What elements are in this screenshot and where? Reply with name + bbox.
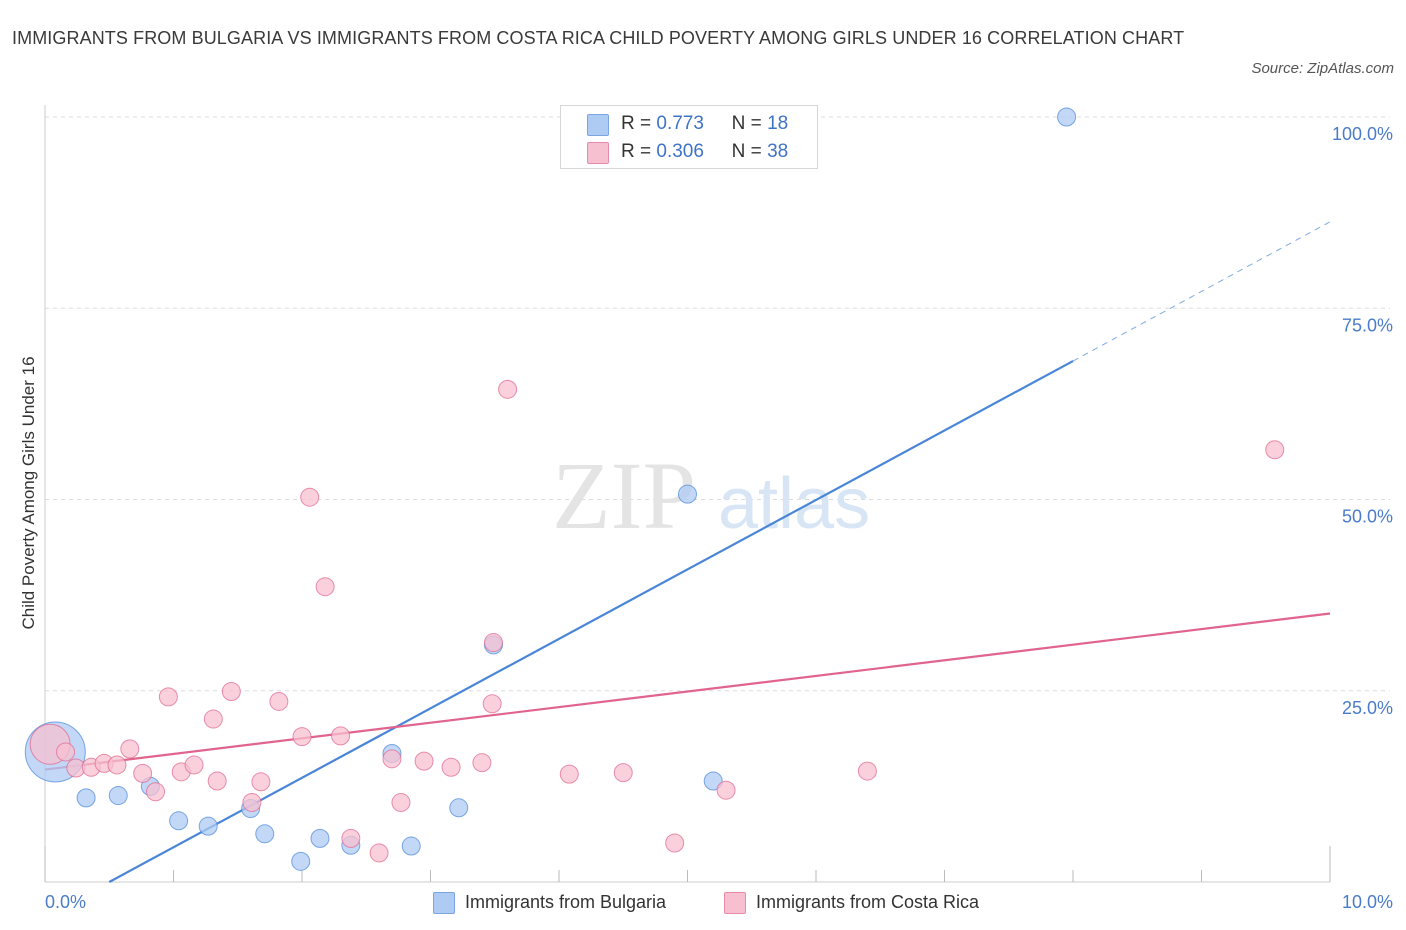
tick-labels: 25.0% 50.0% 75.0% 100.0% 0.0% 10.0%	[45, 124, 1393, 912]
costa-rica-point	[441, 757, 461, 777]
legend-n-value-bulgaria: 18	[767, 113, 789, 134]
watermark-atlas: atlas	[718, 464, 870, 544]
chart-title: IMMIGRANTS FROM BULGARIA VS IMMIGRANTS F…	[12, 28, 1185, 48]
costa-rica-point	[292, 727, 312, 747]
bottom-legend-label-costa-rica: Immigrants from Costa Rica	[756, 892, 980, 912]
costa-rica-point	[207, 771, 227, 791]
legend-n-value-costa-rica: 38	[767, 141, 789, 162]
bulgaria-trend-line	[108, 360, 1074, 883]
costa-rica-point	[56, 742, 76, 762]
costa-rica-point	[483, 633, 503, 653]
costa-rica-point	[382, 749, 402, 769]
costa-rica-point	[146, 782, 166, 802]
y-tick-label: 75.0%	[1342, 315, 1393, 335]
costa-rica-point	[300, 487, 320, 507]
costa-rica-point	[414, 751, 434, 771]
bulgaria-point	[255, 824, 275, 844]
costa-rica-point	[331, 726, 351, 746]
bulgaria-point	[1057, 107, 1077, 127]
y-tick-label: 25.0%	[1342, 698, 1393, 718]
grid-lines	[45, 116, 1390, 692]
costa-rica-point	[107, 755, 127, 775]
y-tick-label: 100.0%	[1332, 124, 1393, 144]
bulgaria-point	[401, 836, 421, 856]
source-label: Source: ZipAtlas.com	[1251, 60, 1394, 77]
costa-rica-point	[472, 753, 492, 773]
bulgaria-point	[703, 771, 723, 791]
bottom-legend-swatch-costa-rica	[724, 892, 746, 914]
costa-rica-point	[341, 828, 361, 848]
costa-rica-point	[665, 833, 685, 853]
costa-rica-point	[559, 764, 579, 784]
y-tick-label: 50.0%	[1342, 507, 1393, 527]
bulgaria-point	[198, 816, 218, 836]
legend-swatch-bulgaria	[587, 114, 609, 136]
legend-swatch-costa-rica	[587, 142, 609, 164]
data-points	[24, 107, 1285, 871]
costa-rica-point	[315, 577, 335, 597]
bulgaria-point	[108, 786, 128, 806]
legend-r-label: R =	[621, 113, 652, 134]
costa-rica-point	[613, 763, 633, 783]
costa-rica-point	[857, 761, 877, 781]
bottom-legend-swatch-bulgaria	[433, 892, 455, 914]
y-axis-label: Child Poverty Among Girls Under 16	[19, 356, 38, 629]
bulgaria-point	[678, 484, 697, 504]
trend-lines	[44, 221, 1331, 883]
watermark: ZIP atlas	[552, 442, 870, 549]
bulgaria-point	[449, 798, 469, 818]
bottom-legend-label-bulgaria: Immigrants from Bulgaria	[465, 892, 667, 912]
costa-rica-point	[133, 763, 153, 783]
bulgaria-point	[310, 828, 330, 848]
costa-rica-point	[482, 694, 502, 714]
costa-rica-point	[391, 792, 411, 812]
correlation-legend: R = 0.773 N = 18 R = 0.306 N = 38	[560, 105, 818, 169]
costa-rica-point	[221, 682, 241, 702]
bulgaria-point	[291, 851, 311, 871]
costa-rica-point	[242, 792, 262, 812]
costa-rica-point	[158, 687, 178, 707]
costa-rica-point	[716, 780, 736, 800]
legend-r-value-bulgaria: 0.773	[656, 113, 704, 134]
costa-rica-point	[120, 739, 140, 759]
watermark-zip: ZIP	[552, 442, 696, 549]
costa-rica-point	[184, 755, 204, 775]
x-tick-label: 0.0%	[45, 892, 86, 912]
costa-rica-point	[269, 691, 289, 711]
legend-n-label: N =	[731, 113, 762, 134]
costa-rica-point	[1265, 440, 1285, 460]
costa-rica-point	[369, 843, 389, 863]
costa-rica-point	[498, 379, 518, 399]
costa-rica-point	[203, 709, 223, 729]
x-tick-label: 10.0%	[1342, 892, 1393, 912]
legend-r-label: R =	[621, 141, 652, 162]
bulgaria-trend-extension	[1072, 221, 1331, 362]
bulgaria-point	[76, 788, 96, 808]
costa-rica-trend-line	[44, 612, 1331, 771]
costa-rica-point	[251, 772, 271, 792]
legend-n-label: N =	[731, 141, 762, 162]
bulgaria-point	[169, 811, 189, 831]
legend-r-value-costa-rica: 0.306	[656, 141, 704, 162]
